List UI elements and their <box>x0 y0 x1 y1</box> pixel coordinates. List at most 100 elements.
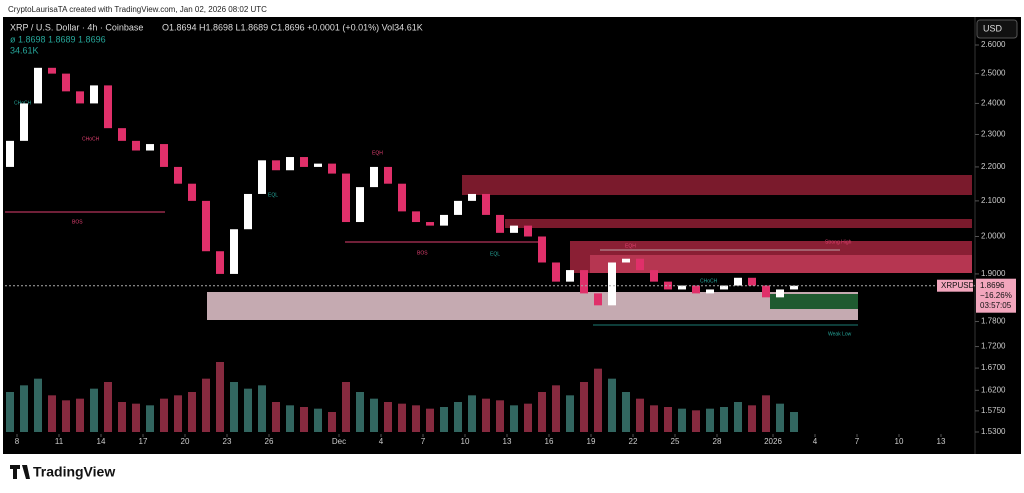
volume-bar <box>20 385 28 432</box>
volume-bar <box>496 400 504 432</box>
candle-body <box>104 85 112 129</box>
x-tick-label: 28 <box>713 437 722 446</box>
annotation: BOS <box>72 219 83 225</box>
annotation: EQL <box>268 192 278 198</box>
x-tick-label: 14 <box>97 437 106 446</box>
candle-body <box>622 258 630 263</box>
y-tick-label: 2.0000 <box>981 232 1006 241</box>
volume-bar <box>678 408 686 432</box>
volume-bar <box>412 405 420 432</box>
x-tick-label: 20 <box>181 437 190 446</box>
volume-bar <box>468 395 476 432</box>
y-tick-label: 2.5000 <box>981 69 1006 78</box>
green-zone <box>770 294 858 309</box>
demand-zone <box>207 292 858 320</box>
volume-bar <box>342 382 350 432</box>
candle-body <box>272 160 280 171</box>
candle-body <box>342 173 350 223</box>
volume-bar <box>286 405 294 432</box>
y-tick-label: 2.4000 <box>981 99 1006 108</box>
volume-bar <box>90 388 98 432</box>
candle-body <box>636 258 644 271</box>
x-tick-label: 23 <box>223 437 232 446</box>
volume-bar <box>692 410 700 432</box>
volume-bar <box>720 407 728 432</box>
x-tick-label: 10 <box>461 437 470 446</box>
candle-body <box>468 193 476 201</box>
volume-bar <box>762 395 770 432</box>
annotation: EQH <box>625 243 636 249</box>
y-tick-label: 1.7200 <box>981 342 1006 351</box>
candle-body <box>580 270 588 294</box>
y-tick-label: 1.9000 <box>981 269 1006 278</box>
volume-bar <box>524 403 532 432</box>
annotation: CHoCH <box>14 100 32 106</box>
candle-body <box>552 262 560 282</box>
volume-bar <box>370 398 378 432</box>
volume-bar <box>748 405 756 432</box>
volume-bar <box>566 395 574 432</box>
volume-bar <box>398 403 406 432</box>
currency-button[interactable] <box>976 19 1018 39</box>
annotation: BOS <box>417 250 428 256</box>
candle-body <box>496 214 504 233</box>
candle-body <box>454 200 462 215</box>
countdown: 03:57:05 <box>980 301 1012 310</box>
candle-body <box>524 225 532 237</box>
plot: 2.6000 2.5000 2.4000 2.3000 2.2000 2.1000 2.00… <box>5 40 1016 446</box>
x-tick-label: 25 <box>671 437 680 446</box>
volume-bar <box>734 402 742 432</box>
volume-bar <box>454 402 462 432</box>
chart-bg <box>3 17 1021 454</box>
candle-body <box>720 285 728 290</box>
volume-bar <box>426 408 434 432</box>
candle-body <box>412 211 420 223</box>
candle-body <box>34 67 42 104</box>
candle-body <box>440 214 448 226</box>
annotation: EQH <box>372 150 383 156</box>
annotation: CHoCH <box>82 136 100 142</box>
x-tick-label: 22 <box>629 437 638 446</box>
brand: TradingView <box>33 464 115 480</box>
candle-body <box>356 187 364 223</box>
volume-bar <box>636 398 644 432</box>
candle-body <box>48 67 56 74</box>
volume-bar <box>230 382 238 432</box>
indicator: ø 1.8698 1.8689 1.8696 <box>10 34 106 44</box>
candle-body <box>482 193 490 215</box>
y-tick-label: 2.2000 <box>981 162 1006 171</box>
volume-bar <box>328 412 336 432</box>
volume-bar <box>384 402 392 432</box>
x-tick-label: 7 <box>855 437 860 446</box>
volume-bar <box>664 407 672 432</box>
candle-body <box>762 285 770 298</box>
x-tick-label: 13 <box>937 437 946 446</box>
candle-body <box>328 163 336 174</box>
x-tick-label: 17 <box>139 437 148 446</box>
candle-body <box>202 200 210 252</box>
candle-body <box>650 270 658 282</box>
candle-body <box>76 91 84 104</box>
credit: CryptoLaurisaTA created with TradingView… <box>8 5 267 14</box>
x-tick-label: 13 <box>503 437 512 446</box>
volume-bar <box>76 398 84 432</box>
candle-body <box>398 183 406 212</box>
candle-body <box>566 270 574 282</box>
x-tick-label: 11 <box>55 437 64 446</box>
volume-bar <box>132 403 140 432</box>
symbol-tag: XRPUSD <box>941 281 975 290</box>
candle-body <box>20 103 28 141</box>
candle-body <box>706 289 714 294</box>
volume-bar <box>202 378 210 432</box>
candle-body <box>692 285 700 294</box>
volume-bar <box>104 382 112 432</box>
candle-body <box>594 293 602 306</box>
candle-body <box>790 285 798 290</box>
volume-bar <box>244 388 252 432</box>
candle-body <box>90 85 98 104</box>
candle-body <box>6 140 14 167</box>
ohlc: O1.8694 H1.8698 L1.8689 C1.8696 +0.0001 … <box>162 22 423 32</box>
candle-body <box>146 144 154 151</box>
y-tick-label: 2.3000 <box>981 130 1006 139</box>
volume-bar <box>580 382 588 432</box>
